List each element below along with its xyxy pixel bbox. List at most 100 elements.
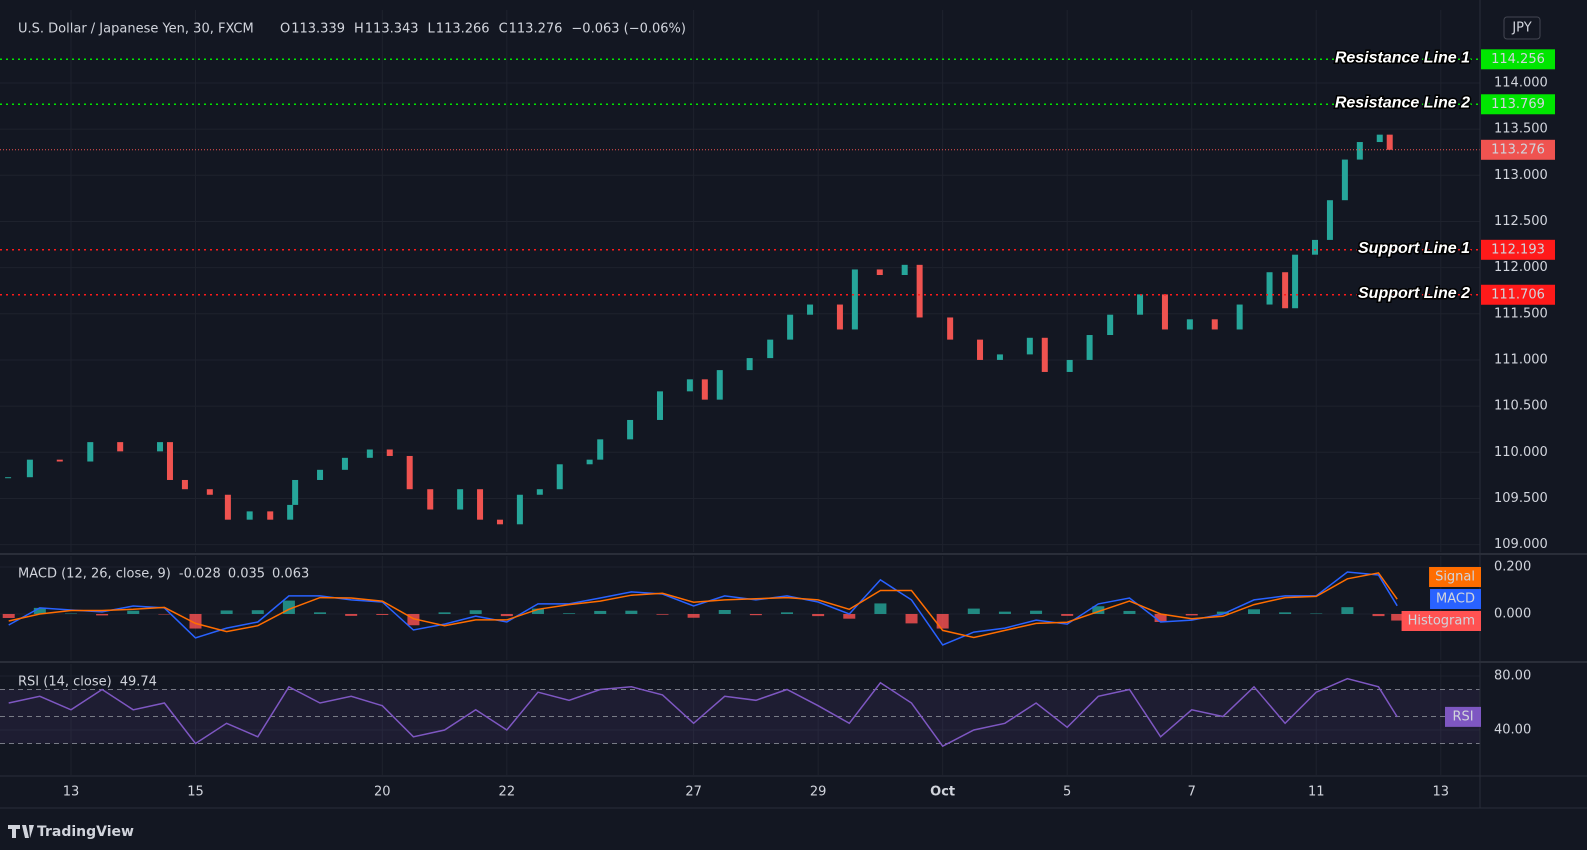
histogram-bar — [749, 613, 762, 616]
ohlc-value: 113.266 — [436, 22, 490, 37]
candle — [1211, 319, 1218, 330]
ohlc-value: 113.339 — [291, 22, 345, 37]
candle — [1066, 359, 1073, 372]
indicator-value: 0.035 — [228, 567, 265, 582]
x-tick-label: 7 — [1188, 785, 1196, 800]
candle — [516, 494, 523, 525]
histogram-bar — [781, 612, 794, 614]
x-tick-label: 13 — [1433, 785, 1450, 800]
candle — [406, 455, 413, 490]
candle — [746, 358, 753, 371]
y-tick-label: 113.000 — [1494, 168, 1548, 183]
y-tick-label: 0.200 — [1494, 560, 1531, 575]
price-box — [1481, 284, 1555, 305]
candle — [366, 449, 373, 458]
candle — [5, 477, 12, 479]
price-box — [1481, 49, 1555, 70]
currency-button[interactable] — [1503, 16, 1541, 40]
histogram-bar — [127, 610, 140, 614]
histogram-bar — [1123, 610, 1136, 614]
x-tick-label: 11 — [1308, 785, 1325, 800]
histogram-bar — [1185, 613, 1198, 616]
candle — [656, 391, 663, 420]
candle — [457, 489, 464, 510]
candle — [427, 489, 434, 510]
histogram-bar — [967, 608, 980, 614]
candle — [1386, 134, 1393, 150]
candle — [224, 494, 231, 520]
level-name: Resistance Line 2 — [1335, 94, 1470, 111]
candle — [292, 479, 299, 505]
y-tick-label: 112.000 — [1494, 260, 1548, 275]
candle — [627, 419, 634, 440]
candle — [386, 449, 393, 456]
y-tick-label: 113.500 — [1494, 122, 1548, 137]
candle — [996, 354, 1003, 360]
x-tick-label: 13 — [63, 785, 80, 800]
level-name: Support Line 1 — [1358, 240, 1470, 257]
candle — [1026, 337, 1033, 355]
x-tick-label: 5 — [1063, 785, 1071, 800]
logo — [8, 825, 34, 838]
legend-box — [1429, 567, 1481, 587]
histogram-bar — [33, 607, 46, 614]
candle — [1161, 294, 1168, 330]
x-tick-label: 22 — [499, 785, 516, 800]
candle — [166, 442, 173, 480]
histogram-bar — [500, 613, 513, 617]
candle — [1341, 159, 1348, 201]
candle — [876, 269, 883, 275]
price-label: 114.256 — [1491, 52, 1545, 67]
ohlc-key: C — [499, 22, 508, 37]
y-tick-label: 114.000 — [1494, 75, 1548, 90]
histogram-bar — [656, 613, 669, 615]
histogram-bar — [314, 612, 327, 614]
price-box — [1481, 239, 1555, 260]
candle — [807, 304, 814, 315]
candle — [1356, 142, 1363, 160]
level-name: Support Line 2 — [1358, 285, 1470, 302]
candle — [496, 519, 503, 525]
candle — [1137, 294, 1144, 315]
currency[interactable]: JPY — [1511, 21, 1531, 36]
x-tick-label: 20 — [374, 785, 391, 800]
candle — [1086, 335, 1093, 360]
candle — [851, 269, 858, 330]
ohlc-value: 113.343 — [365, 22, 419, 37]
histogram-bar — [843, 613, 856, 619]
y-tick-label: 111.500 — [1494, 306, 1548, 321]
y-tick-label: 110.500 — [1494, 399, 1548, 414]
candle — [1041, 337, 1048, 372]
candle — [117, 442, 124, 452]
histogram-bar — [1372, 613, 1385, 617]
candle — [686, 379, 693, 392]
price-box — [1481, 139, 1555, 160]
histogram-bar — [625, 610, 638, 614]
candle — [947, 317, 954, 340]
histogram-bar — [1030, 610, 1043, 614]
candle — [586, 459, 593, 465]
macd-line — [8, 572, 1398, 639]
x-tick-label: 29 — [810, 785, 827, 800]
histogram-bar — [1391, 613, 1404, 621]
x-tick-label: 15 — [187, 785, 204, 800]
histogram-bar — [687, 613, 700, 618]
histogram-bar — [1092, 606, 1105, 614]
candle — [1107, 314, 1114, 336]
histogram-bar — [1154, 613, 1167, 622]
histogram-bar — [2, 613, 15, 618]
histogram-bar — [718, 609, 731, 614]
histogram-bar — [345, 613, 358, 616]
price-label: 113.769 — [1491, 97, 1545, 112]
legend-box — [1430, 589, 1481, 609]
candle — [767, 339, 774, 359]
y-tick-label: 80.00 — [1494, 669, 1531, 684]
histogram-bar — [376, 613, 389, 615]
candle — [597, 439, 604, 460]
candle — [716, 370, 723, 400]
histogram-bar — [936, 613, 949, 629]
histogram-bar — [1341, 607, 1354, 614]
candle — [1292, 254, 1299, 309]
